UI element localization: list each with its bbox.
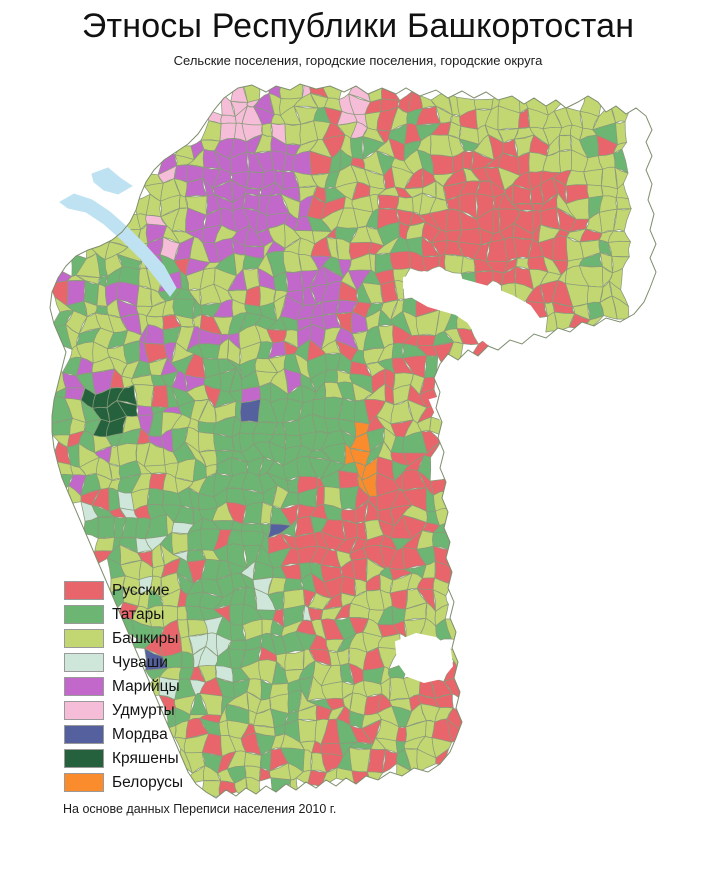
municipality-region[interactable] — [302, 749, 313, 773]
legend-label-russians: Русские — [112, 581, 170, 599]
east-inner-gap — [428, 392, 522, 452]
legend-item-tatars[interactable]: Татары — [64, 602, 183, 626]
municipality-region[interactable] — [460, 255, 476, 274]
legend-swatch-kryashens — [64, 748, 104, 768]
municipality-region[interactable] — [615, 197, 632, 210]
municipality-region[interactable] — [474, 98, 494, 110]
municipality-region[interactable] — [607, 240, 631, 258]
legend-item-chuvash[interactable]: Чуваши — [64, 650, 183, 674]
legend-label-udmurts: Удмурты — [112, 701, 175, 719]
choropleth-map[interactable] — [0, 82, 716, 874]
municipality-region[interactable] — [239, 398, 262, 423]
municipality-region[interactable] — [600, 166, 618, 190]
municipality-region[interactable] — [297, 718, 317, 743]
municipality-region[interactable] — [377, 194, 400, 210]
municipality-region[interactable] — [424, 355, 439, 379]
municipality-region[interactable] — [348, 747, 372, 773]
legend-label-bashkirs: Башкиры — [112, 629, 179, 647]
republic-outline — [49, 83, 657, 799]
legend-item-belarusians[interactable]: Белорусы — [64, 770, 183, 794]
municipality-region[interactable] — [493, 207, 500, 235]
page-title: Этносы Республики Башкортостан — [81, 7, 635, 45]
municipality-region[interactable] — [350, 135, 364, 160]
municipality-region[interactable] — [559, 149, 572, 173]
municipality-region[interactable] — [323, 369, 339, 384]
municipality-region[interactable] — [415, 334, 436, 347]
legend-label-chuvash: Чуваши — [112, 653, 168, 671]
chelyabinsk-notch-ne — [403, 270, 542, 350]
map-holes-layer — [394, 270, 542, 684]
municipality-region[interactable] — [315, 485, 325, 508]
municipality-region[interactable] — [198, 431, 216, 453]
municipality-region[interactable] — [293, 150, 312, 176]
municipality-region[interactable] — [583, 168, 604, 187]
municipality-region[interactable] — [391, 342, 404, 360]
municipality-region[interactable] — [445, 208, 463, 233]
belaya-kama-reservoir-nw — [91, 167, 133, 195]
legend-item-russians[interactable]: Русские — [64, 578, 183, 602]
legend-label-mari: Марийцы — [112, 677, 180, 695]
municipality-region[interactable] — [284, 123, 302, 146]
page-subtitle: Сельские поселения, городские поселения,… — [173, 53, 543, 68]
municipality-region[interactable] — [285, 270, 305, 293]
municipality-region[interactable] — [97, 516, 115, 539]
legend-swatch-bashkirs — [64, 628, 104, 648]
legend-item-kryashens[interactable]: Кряшены — [64, 746, 183, 770]
legend-swatch-russians — [64, 580, 104, 600]
source-note: На основе данных Переписи населения 2010… — [63, 802, 337, 816]
legend-swatch-mari — [64, 676, 104, 696]
municipality-region[interactable] — [338, 469, 360, 489]
municipality-region[interactable] — [284, 650, 305, 671]
legend-swatch-udmurts — [64, 700, 104, 720]
municipality-region[interactable] — [444, 254, 464, 274]
south-east-gap — [394, 632, 454, 684]
municipality-region[interactable] — [180, 651, 195, 669]
legend: Русские Татары Башкиры Чуваши Марийцы Уд… — [64, 578, 183, 794]
legend-swatch-tatars — [64, 604, 104, 624]
municipality-region[interactable] — [241, 530, 265, 547]
municipality-region[interactable] — [133, 384, 155, 408]
legend-swatch-belarusians — [64, 772, 104, 792]
municipality-region[interactable] — [229, 603, 245, 626]
municipality-region[interactable] — [485, 238, 509, 264]
legend-label-tatars: Татары — [112, 605, 165, 623]
municipality-region[interactable] — [150, 384, 169, 409]
municipality-region[interactable] — [552, 235, 569, 262]
municipality-region[interactable] — [146, 488, 164, 506]
legend-label-mordvins: Мордва — [112, 725, 168, 743]
municipality-region[interactable] — [94, 536, 115, 552]
legend-label-kryashens: Кряшены — [112, 749, 179, 767]
municipality-region[interactable] — [422, 255, 441, 273]
municipality-region[interactable] — [389, 250, 412, 270]
municipality-region[interactable] — [559, 134, 572, 152]
legend-item-bashkirs[interactable]: Башкиры — [64, 626, 183, 650]
water-layer-over — [59, 167, 177, 297]
legend-item-mordvins[interactable]: Мордва — [64, 722, 183, 746]
legend-item-mari[interactable]: Марийцы — [64, 674, 183, 698]
legend-item-udmurts[interactable]: Удмурты — [64, 698, 183, 722]
map-svg[interactable] — [0, 82, 716, 874]
municipality-region[interactable] — [429, 154, 455, 176]
municipality-region[interactable] — [261, 122, 273, 137]
legend-swatch-mordvins — [64, 724, 104, 744]
legend-swatch-chuvash — [64, 652, 104, 672]
river-nw-edge — [59, 193, 177, 297]
municipality-region[interactable] — [200, 120, 222, 142]
municipality-region[interactable] — [615, 120, 627, 146]
municipality-region[interactable] — [136, 285, 153, 308]
legend-label-belarusians: Белорусы — [112, 773, 184, 791]
municipality-region[interactable] — [220, 114, 237, 125]
